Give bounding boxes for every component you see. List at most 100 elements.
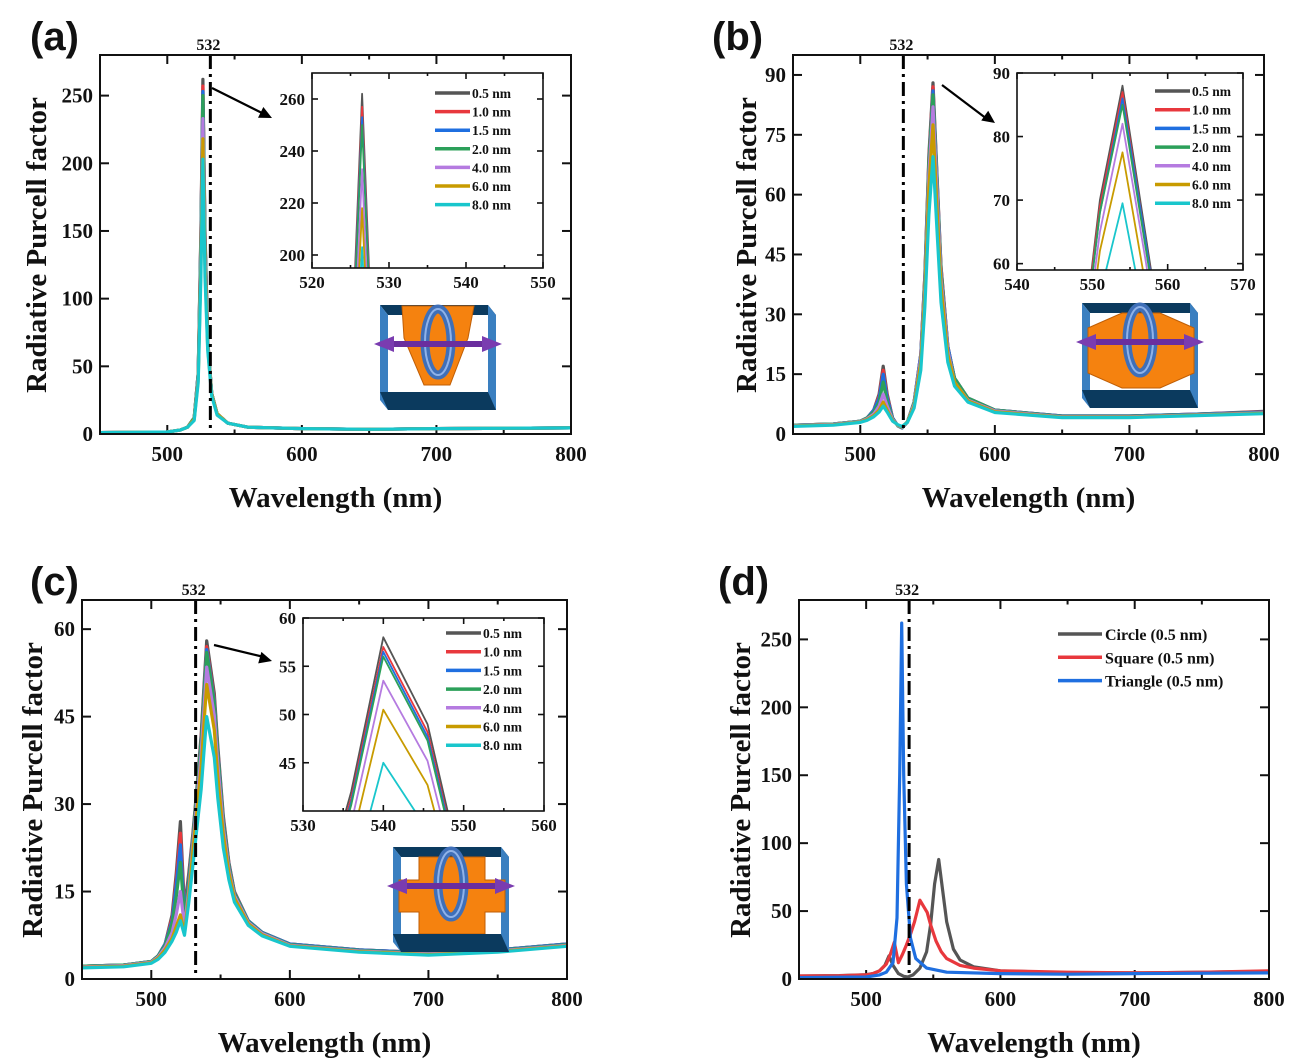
zoom-arrowhead [258, 106, 272, 118]
legend-label: 0.5 nm [1192, 84, 1232, 99]
series-line-6-0-nm [358, 708, 436, 812]
panel-label: (d) [718, 560, 769, 604]
x-tick-label: 700 [1114, 442, 1146, 466]
plot-frame [81, 599, 568, 980]
x-tick-label: 540 [1004, 275, 1030, 294]
legend-label: 2.0 nm [472, 142, 512, 157]
x-tick-label: 600 [286, 442, 318, 466]
series-line-4-0-nm [353, 679, 441, 812]
y-tick-label: 50 [771, 899, 792, 923]
series-line-8-0-nm [81, 715, 568, 970]
x-tick-label: 530 [290, 816, 316, 835]
legend-item: 2.0 nm [435, 142, 512, 157]
legend-label: 4.0 nm [472, 160, 512, 175]
legend-item: 8.0 nm [435, 198, 512, 213]
x-tick-label: 550 [451, 816, 477, 835]
chart-panel-c: 500 600 700 800 0 15 30 45 60 532 (c) Wavelength (n… [17, 560, 583, 1059]
legend-item: 0.5 nm [446, 626, 523, 641]
reference-line-label: 532 [889, 37, 913, 54]
frame-left [380, 305, 388, 410]
legend-label: 0.5 nm [483, 626, 523, 641]
legend-label: Square (0.5 nm) [1105, 650, 1215, 667]
legend-label: 2.0 nm [1192, 140, 1232, 155]
series-line-8-0-nm [1105, 202, 1137, 271]
dipole-arrowhead-left [1076, 334, 1096, 350]
x-tick-label: 520 [299, 273, 325, 292]
series-line-8-0-nm [99, 157, 572, 435]
y-tick-label: 70 [993, 191, 1010, 210]
series-line-4-0-nm [356, 168, 368, 269]
series-line-4-0-nm [1094, 122, 1148, 271]
panel-label: (a) [30, 15, 79, 59]
inset-frame [302, 617, 545, 812]
series-line-square-0-5-nm- [798, 898, 1270, 978]
x-tick-label: 570 [1230, 275, 1256, 294]
y-tick-label: 55 [279, 657, 296, 676]
legend-label: 8.0 nm [1192, 196, 1232, 211]
y-tick-label: 75 [765, 123, 786, 147]
legend-label: 1.0 nm [472, 105, 512, 120]
y-tick-label: 30 [54, 792, 75, 816]
inset-frame [1016, 72, 1244, 271]
y-tick-label: 100 [62, 287, 94, 311]
y-axis-label: Radiative Purcell factor [21, 97, 53, 393]
x-tick-label: 700 [1119, 987, 1151, 1011]
dipole-arrowhead-left [387, 878, 407, 894]
y-tick-label: 45 [765, 242, 786, 266]
legend-item: 4.0 nm [435, 160, 512, 175]
legend-label: Circle (0.5 nm) [1105, 627, 1207, 644]
legend-item: 0.5 nm [435, 86, 512, 101]
legend-item: Triangle (0.5 nm) [1058, 674, 1223, 691]
y-tick-label: 200 [62, 151, 94, 175]
dipole-arrowhead-left [374, 336, 394, 352]
x-tick-label: 800 [1253, 987, 1285, 1011]
legend-label: 6.0 nm [483, 720, 523, 735]
x-tick-label: 600 [985, 987, 1017, 1011]
legend-item: 4.0 nm [446, 701, 523, 716]
chart-panel-b: 500 600 700 800 0 15 30 45 60 75 90 532 (b) Wavelengt… [712, 15, 1280, 514]
y-tick-label: 240 [280, 142, 306, 161]
reference-line-label: 532 [895, 582, 919, 599]
chart-panel-d: 500 600 700 800 0 50 100 150 200 250 532 (d) Wavelen… [718, 560, 1285, 1059]
x-tick-label: 600 [274, 987, 306, 1011]
x-tick-label: 800 [555, 442, 587, 466]
legend-item: 1.5 nm [1155, 121, 1232, 136]
x-tick-label: 500 [136, 987, 168, 1011]
series-line-2-0-nm [355, 124, 369, 269]
y-tick-label: 90 [993, 64, 1010, 83]
series-group [792, 81, 1265, 430]
y-tick-label: 150 [761, 763, 793, 787]
legend-item: 1.0 nm [435, 105, 512, 120]
series-group [344, 636, 449, 812]
y-tick-label: 0 [776, 422, 787, 446]
inset-background [312, 73, 543, 268]
y-axis-label: Radiative Purcell factor [17, 642, 49, 938]
dipole-arrowhead-right [495, 878, 515, 894]
legend-label: 6.0 nm [472, 179, 512, 194]
plot-frame [798, 599, 1270, 980]
legend-item: Square (0.5 nm) [1058, 650, 1215, 667]
legend-label: 1.5 nm [1192, 121, 1232, 136]
x-tick-label: 700 [421, 442, 453, 466]
legend-item: 1.0 nm [446, 645, 523, 660]
chart-panel-a: 500 600 700 800 0 50 100 150 200 250 532 (a) Wavelen… [21, 15, 587, 514]
nanostructure-illustration [1076, 302, 1204, 408]
y-tick-label: 50 [279, 706, 296, 725]
frame-bottom [380, 392, 496, 410]
y-tick-label: 50 [72, 354, 93, 378]
y-tick-label: 30 [765, 302, 786, 326]
y-tick-label: 60 [279, 609, 296, 628]
series-line-8-0-nm [369, 761, 416, 812]
x-tick-label: 540 [371, 816, 397, 835]
legend-item: 6.0 nm [1155, 178, 1232, 193]
x-axis-label: Wavelength (nm) [927, 1027, 1140, 1059]
legend-item: 2.0 nm [446, 682, 523, 697]
legend-item: 0.5 nm [1155, 84, 1232, 99]
series-group [81, 639, 568, 970]
frame-bottom [1082, 390, 1198, 408]
y-tick-label: 0 [65, 967, 76, 991]
zoom-arrow [211, 87, 265, 115]
y-tick-label: 250 [761, 627, 793, 651]
legend-label: 1.5 nm [483, 663, 523, 678]
y-tick-label: 260 [280, 90, 306, 109]
